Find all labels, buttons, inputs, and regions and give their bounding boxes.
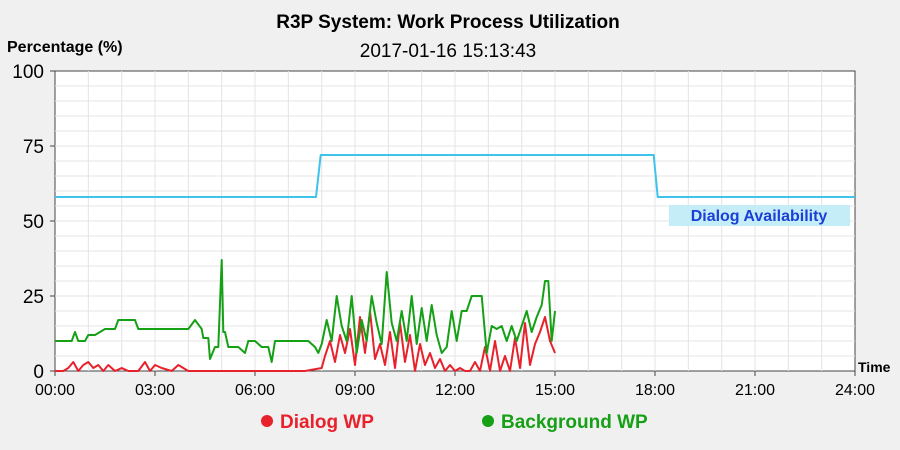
series-background-wp-line: [55, 259, 556, 363]
x-tick-label: 15:00: [535, 382, 575, 399]
x-tick-label: 12:00: [435, 382, 475, 399]
y-tick-label: 100: [12, 62, 44, 83]
chart-title: R3P System: Work Process Utilization: [276, 12, 620, 33]
x-ticks: 00:00 03:00 06:00 09:00 12:00 15:00 18:00 21:00…: [35, 371, 875, 399]
x-tick-label: 03:00: [135, 382, 175, 399]
legend-marker-background-wp: [482, 415, 494, 427]
series-layer: [55, 154, 855, 372]
legend-label-dialog-wp: Dialog WP: [280, 412, 374, 433]
x-tick-label: 24:00: [835, 382, 875, 399]
y-tick-label: 0: [33, 362, 44, 383]
annotation-dialog-availability: Dialog Availability: [691, 208, 828, 225]
y-axis-label: Percentage (%): [7, 39, 123, 56]
legend-marker-dialog-wp: [261, 415, 273, 427]
x-axis-label: Time: [858, 359, 891, 375]
y-tick-label: 25: [23, 287, 44, 308]
x-tick-label: 18:00: [635, 382, 675, 399]
chart-subtitle: 2017-01-16 15:13:43: [360, 41, 536, 62]
y-tick-label: 75: [23, 137, 44, 158]
x-tick-label: 21:00: [735, 382, 775, 399]
x-tick-label: 09:00: [335, 382, 375, 399]
legend: Dialog WP Background WP: [261, 412, 648, 433]
y-ticks: 0 25 50 75 100: [12, 62, 55, 383]
x-tick-label: 06:00: [235, 382, 275, 399]
legend-label-background-wp: Background WP: [501, 412, 648, 433]
x-tick-label: 00:00: [35, 382, 75, 399]
series-dialog-wp-line: [55, 310, 556, 372]
annotation-box: [669, 205, 850, 226]
series-dialog-availability-line: [55, 154, 855, 198]
y-tick-label: 50: [23, 212, 44, 233]
